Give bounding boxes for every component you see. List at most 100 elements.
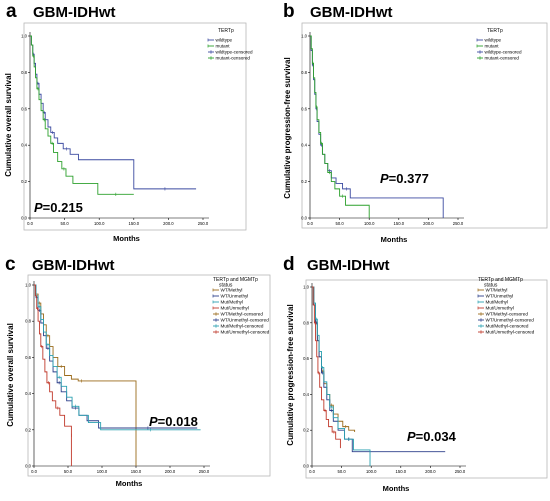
legend-title: TERTp — [487, 28, 503, 34]
series-line-mut-methyl — [34, 284, 201, 431]
p-symbol: P — [407, 429, 416, 444]
p-symbol: P — [380, 171, 389, 186]
y-tick-label: 0.4 — [303, 392, 309, 397]
legend-entry: WT/Methyl-censored — [221, 312, 264, 317]
y-tick-label: 0.0 — [25, 464, 31, 469]
legend-entry: Mut/Unmethyl — [221, 306, 249, 311]
x-tick-label: 0.0 — [307, 221, 313, 226]
chart-title: GBM-IDHwt — [310, 4, 393, 21]
x-tick-label: 150.0 — [129, 221, 140, 226]
chart-title: GBM-IDHwt — [307, 257, 390, 274]
p-value: =0.377 — [389, 171, 429, 186]
plot-frame — [301, 22, 548, 229]
chart-panel-b: b GBM-IDHwt 0.0 0.2 0.4 0.6 0.8 1.0 0.0 50.0 100.0… — [283, 1, 548, 244]
chart-title: GBM-IDHwt — [32, 257, 115, 274]
legend-entry: WT/Unmethyl-censored — [486, 318, 535, 323]
legend-entry: Mut/Unmethyl — [486, 306, 514, 311]
series-line-mutant — [30, 35, 134, 195]
series-line-mutant — [310, 35, 370, 218]
x-axis-label: Months — [116, 479, 143, 488]
panel-letter: c — [5, 254, 16, 275]
series-line-wildtype — [30, 35, 197, 190]
y-tick-label: 0.4 — [301, 143, 307, 148]
y-tick-label: 0.0 — [21, 216, 27, 221]
p-symbol: P — [34, 200, 43, 215]
panel-letter: b — [283, 1, 295, 22]
y-tick-label: 1.0 — [25, 283, 31, 288]
legend-entry: Mut/Methyl — [221, 300, 243, 305]
x-tick-label: 100.0 — [364, 221, 375, 226]
legend-entry: WT/Unmethyl — [486, 294, 514, 299]
legend-entry: mutant — [485, 44, 500, 49]
legend-entry: Mut/Unmethyl-censored — [221, 330, 270, 335]
y-axis-label: Cumulative overall survival — [6, 323, 15, 427]
series-line-mut-unmethyl — [312, 286, 341, 449]
y-tick-label: 0.4 — [21, 143, 27, 148]
x-axis-label: Months — [381, 235, 408, 244]
legend-entry: wildtype-censored — [216, 50, 253, 55]
y-axis-label: Cumulative overall survival — [4, 73, 13, 177]
y-axis-label: Cumulative progression-free survival — [283, 57, 292, 198]
x-tick-label: 150.0 — [396, 469, 407, 474]
x-tick-label: 150.0 — [131, 469, 142, 474]
chart-panel-c: c GBM-IDHwt 0.0 0.2 0.4 0.6 0.8 1.0 0.0 50.0 100.0… — [5, 254, 271, 488]
y-tick-label: 1.0 — [21, 34, 27, 39]
x-tick-label: 0.0 — [27, 221, 33, 226]
chart-title: GBM-IDHwt — [33, 4, 116, 21]
legend-entry: WT/Methyl — [221, 288, 243, 293]
panel-letter: d — [283, 254, 295, 275]
x-tick-label: 200.0 — [163, 221, 174, 226]
legend-entry: wildtype-censored — [485, 50, 522, 55]
x-tick-label: 200.0 — [165, 469, 176, 474]
x-tick-label: 250.0 — [199, 469, 210, 474]
legend-entry: mutant-censored — [216, 56, 251, 61]
legend-entry: wildtype — [216, 38, 233, 43]
legend-entry: Mut/Methyl — [486, 300, 508, 305]
x-tick-label: 200.0 — [425, 469, 436, 474]
y-tick-label: 0.0 — [303, 464, 309, 469]
p-symbol: P — [149, 414, 158, 429]
y-tick-label: 1.0 — [303, 285, 309, 290]
legend-entry: WT/Methyl — [486, 288, 508, 293]
series-line-mut-methyl — [312, 286, 371, 466]
x-tick-label: 250.0 — [455, 469, 466, 474]
p-value: =0.034 — [416, 429, 457, 444]
x-tick-label: 100.0 — [366, 469, 377, 474]
legend-entry: Mut/Unmethyl-censored — [486, 330, 535, 335]
y-tick-label: 0.6 — [303, 356, 309, 361]
legend-title-cont: status — [484, 283, 498, 289]
y-tick-label: 0.8 — [301, 70, 307, 75]
x-tick-label: 100.0 — [94, 221, 105, 226]
x-tick-label: 50.0 — [336, 221, 345, 226]
series-line-wt-methyl — [34, 284, 137, 466]
plot-frame — [27, 274, 271, 477]
x-axis-label: Months — [383, 484, 410, 493]
y-tick-label: 0.8 — [303, 320, 309, 325]
y-tick-label: 1.0 — [301, 34, 307, 39]
series-line-wildtype — [310, 35, 444, 218]
x-tick-label: 200.0 — [423, 221, 434, 226]
panel-letter: a — [6, 1, 17, 22]
y-tick-label: 0.6 — [301, 106, 307, 111]
legend-title: TERTp — [218, 28, 234, 34]
y-tick-label: 0.6 — [25, 355, 31, 360]
legend-entry: Mut/Methyl-censored — [486, 324, 529, 329]
chart-panel-d: d GBM-IDHwt 0.0 0.2 0.4 0.6 0.8 1.0 0.0 50.0 100.0… — [283, 254, 548, 493]
y-tick-label: 0.2 — [303, 428, 309, 433]
legend-title: TERTp and MGMTp — [478, 277, 523, 283]
x-axis-label: Months — [113, 234, 140, 243]
legend-entry: mutant-censored — [485, 56, 520, 61]
p-value-annotation: P=0.034 — [407, 429, 457, 444]
y-tick-label: 0.8 — [25, 319, 31, 324]
legend-entry: WT/Methyl-censored — [486, 312, 529, 317]
legend-title: TERTp and MGMTp — [213, 277, 258, 283]
x-tick-label: 50.0 — [338, 469, 347, 474]
y-axis-label: Cumulative progression-free survival — [286, 304, 295, 445]
legend-entry: WT/Unmethyl — [221, 294, 249, 299]
plot-frame — [305, 279, 548, 479]
series-line-mut-unmethyl — [34, 284, 72, 466]
x-tick-label: 250.0 — [198, 221, 209, 226]
legend-entry: WT/Unmethyl-censored — [221, 318, 270, 323]
legend-entry: mutant — [216, 44, 231, 49]
